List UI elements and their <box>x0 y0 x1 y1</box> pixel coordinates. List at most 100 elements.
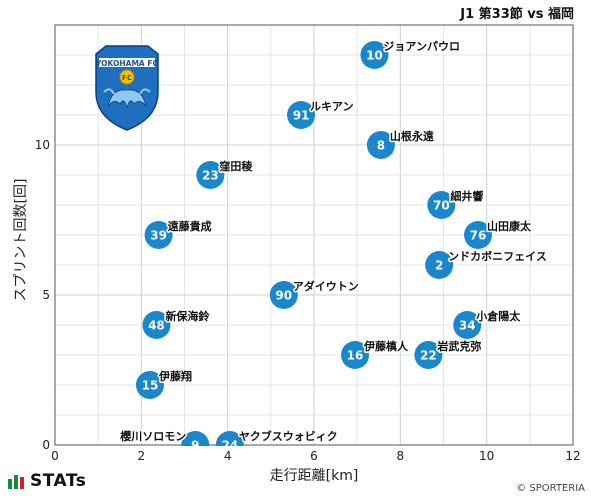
player-number-label: 16 <box>347 349 364 363</box>
player-name-halo: 伊藤翔 <box>158 369 192 383</box>
data-labels: ジョアンパウロジョアンパウロルキアンルキアン山根永遠山根永遠窪田稜窪田稜細井響細… <box>118 39 549 445</box>
y-tick-label: 10 <box>35 138 50 152</box>
player-point: 2 <box>425 251 454 279</box>
player-point: 8 <box>366 131 395 159</box>
point-marker <box>144 221 173 249</box>
point-marker <box>453 311 482 339</box>
player-name-halo: 伊藤槙人 <box>363 339 409 353</box>
player-name-halo: 山根永遠 <box>390 129 434 143</box>
player-name-halo: ルキアン <box>310 100 354 113</box>
x-tick-label: 10 <box>479 449 494 463</box>
player-point: 39 <box>144 221 173 249</box>
player-number-label: 23 <box>202 169 219 183</box>
player-point: 48 <box>142 311 171 339</box>
stats-brand: STATs <box>8 470 86 492</box>
player-number-label: 48 <box>148 319 165 333</box>
x-tick-label: 6 <box>310 449 318 463</box>
player-point: 24 <box>215 431 244 453</box>
player-point: 15 <box>135 371 164 399</box>
x-axis-title: 走行距離[km] <box>270 467 359 484</box>
player-point: 23 <box>196 161 225 189</box>
match-title: J1 第33節 vs 福岡 <box>460 7 574 22</box>
player-name-label: 伊藤槙人 <box>363 339 409 353</box>
player-point: 16 <box>341 341 370 369</box>
player-number-label: 22 <box>420 349 437 363</box>
point-marker <box>427 191 456 219</box>
player-number-label: 24 <box>221 439 238 453</box>
player-name-halo: 櫻川ソロモン <box>119 429 186 443</box>
player-name-label: 細井響 <box>450 189 483 203</box>
player-name-halo: 岩武克弥 <box>436 339 481 353</box>
player-name-label: 山根永遠 <box>390 129 434 143</box>
player-name-label: 遠藤貴成 <box>168 219 212 233</box>
player-name-halo: 新保海鈴 <box>165 309 210 323</box>
x-tick-label: 4 <box>224 449 232 463</box>
logo-emblem-text: FC <box>122 74 132 82</box>
player-name-label: ンドカボニフェイス <box>448 249 547 263</box>
y-tick-label: 0 <box>42 438 50 452</box>
point-marker <box>341 341 370 369</box>
player-name-halo: 遠藤貴成 <box>168 219 212 233</box>
x-tick-label: 12 <box>565 449 580 463</box>
player-point: 90 <box>269 281 298 309</box>
player-point: 10 <box>360 41 389 69</box>
player-number-label: 76 <box>470 229 487 243</box>
player-name-halo: 細井響 <box>450 189 483 203</box>
player-point: 22 <box>414 341 443 369</box>
player-number-label: 91 <box>293 109 310 123</box>
player-name-label: ルキアン <box>310 100 354 113</box>
player-name-label: ジョアンパウロ <box>383 40 460 53</box>
point-marker <box>181 431 210 446</box>
player-name-halo: ンドカボニフェイス <box>448 249 547 263</box>
point-marker <box>142 311 171 339</box>
player-name-label: ヤクブスウォビィク <box>239 429 338 443</box>
player-point: 9 <box>181 431 210 453</box>
logo-wordmark: YOKOHAMA FC <box>95 59 158 68</box>
player-name-halo: 山田康太 <box>487 219 532 233</box>
stats-brand-text: STATs <box>30 471 87 491</box>
x-tick-label: 0 <box>51 449 59 463</box>
player-name-label: 櫻川ソロモン <box>119 429 186 443</box>
player-name-halo: アダイウトン <box>293 279 359 293</box>
point-marker <box>135 371 164 399</box>
player-name-label: 小倉陽太 <box>475 309 521 323</box>
player-point: 70 <box>427 191 456 219</box>
player-name-halo: 小倉陽太 <box>475 309 521 323</box>
point-marker <box>215 431 244 446</box>
point-marker <box>360 41 389 69</box>
point-marker <box>464 221 493 249</box>
player-point: 34 <box>453 311 482 339</box>
stats-bars-icon <box>8 473 24 489</box>
point-marker <box>287 101 316 129</box>
player-number-label: 70 <box>433 199 450 213</box>
player-point: 91 <box>287 101 316 129</box>
x-tick-label: 8 <box>397 449 405 463</box>
player-name-label: 新保海鈴 <box>165 309 210 323</box>
x-tick-label: 2 <box>138 449 146 463</box>
point-marker <box>196 161 225 189</box>
data-points: 10 91 8 23 70 76 39 2 90 48 34 16 22 15 9 24 <box>135 41 493 453</box>
player-point: 76 <box>464 221 493 249</box>
y-tick-label: 5 <box>42 288 50 302</box>
player-name-label: 山田康太 <box>487 219 532 233</box>
player-number-label: 10 <box>366 49 383 63</box>
player-name-label: 伊藤翔 <box>158 369 192 383</box>
player-name-halo: ヤクブスウォビィク <box>239 429 338 443</box>
copyright-text: © SPORTERIA <box>516 483 585 494</box>
yokohama-fc-logo: YOKOHAMA FC FC <box>95 45 159 131</box>
player-number-label: 9 <box>191 439 199 453</box>
player-number-label: 2 <box>435 259 443 273</box>
point-marker <box>425 251 454 279</box>
player-number-label: 90 <box>275 289 292 303</box>
player-name-halo: ジョアンパウロ <box>383 40 460 53</box>
player-number-label: 15 <box>142 379 159 393</box>
plot-frame <box>54 24 574 446</box>
player-name-label: 岩武克弥 <box>436 339 481 353</box>
player-name-halo: 窪田稜 <box>219 159 253 173</box>
player-name-label: アダイウトン <box>293 279 359 293</box>
point-marker <box>269 281 298 309</box>
point-marker <box>366 131 395 159</box>
player-name-label: 窪田稜 <box>219 159 253 173</box>
y-axis-title: スプリント回数[回] <box>13 179 29 302</box>
